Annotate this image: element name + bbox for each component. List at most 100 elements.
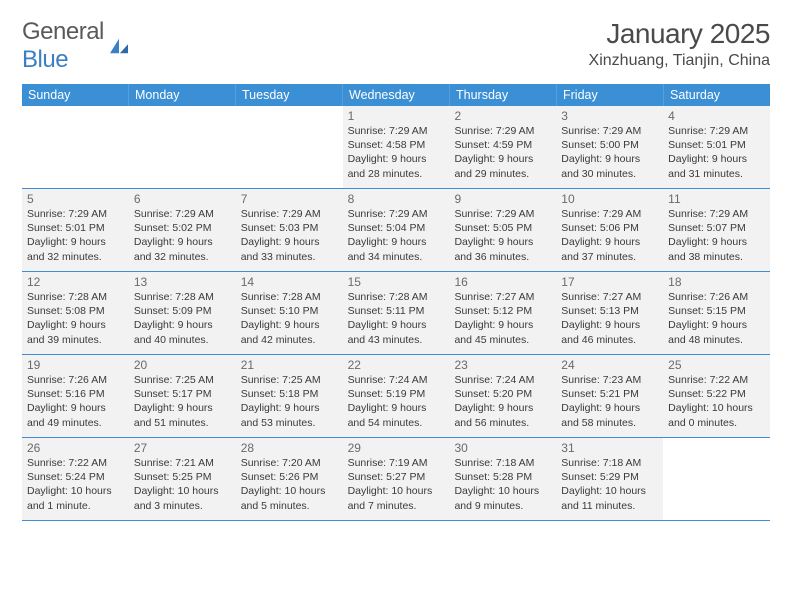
day-number: 31 (561, 441, 658, 455)
day-detail-line: Sunset: 5:13 PM (561, 304, 658, 318)
day-detail-line: Daylight: 9 hours (348, 152, 445, 166)
week-row: 19Sunrise: 7:26 AMSunset: 5:16 PMDayligh… (22, 355, 770, 438)
day-detail-line: Sunset: 5:09 PM (134, 304, 231, 318)
day-detail-line: Sunrise: 7:29 AM (668, 124, 765, 138)
day-number: 20 (134, 358, 231, 372)
day-detail-line: Sunrise: 7:26 AM (668, 290, 765, 304)
day-cell: 27Sunrise: 7:21 AMSunset: 5:25 PMDayligh… (129, 438, 236, 520)
weekday-friday: Friday (557, 84, 664, 106)
day-detail-line: and 38 minutes. (668, 250, 765, 264)
day-cell: 31Sunrise: 7:18 AMSunset: 5:29 PMDayligh… (556, 438, 663, 520)
day-detail-line: Daylight: 10 hours (348, 484, 445, 498)
day-detail-line: Sunset: 5:12 PM (454, 304, 551, 318)
day-detail-line: and 54 minutes. (348, 416, 445, 430)
day-cell: 10Sunrise: 7:29 AMSunset: 5:06 PMDayligh… (556, 189, 663, 271)
day-detail-line: and 53 minutes. (241, 416, 338, 430)
day-detail-line: Sunrise: 7:19 AM (348, 456, 445, 470)
day-detail-line: Sunrise: 7:24 AM (454, 373, 551, 387)
day-detail-line: Sunset: 5:01 PM (27, 221, 124, 235)
day-detail-line: Daylight: 9 hours (241, 401, 338, 415)
day-detail-line: Daylight: 9 hours (561, 152, 658, 166)
day-cell: 7Sunrise: 7:29 AMSunset: 5:03 PMDaylight… (236, 189, 343, 271)
day-number: 2 (454, 109, 551, 123)
logo-word1: General (22, 18, 104, 45)
day-cell: 28Sunrise: 7:20 AMSunset: 5:26 PMDayligh… (236, 438, 343, 520)
day-detail-line: Sunset: 4:58 PM (348, 138, 445, 152)
day-detail-line: Daylight: 9 hours (134, 318, 231, 332)
day-detail-line: Daylight: 10 hours (27, 484, 124, 498)
day-detail-line: Sunrise: 7:29 AM (134, 207, 231, 221)
day-number: 9 (454, 192, 551, 206)
day-number: 10 (561, 192, 658, 206)
day-cell: 3Sunrise: 7:29 AMSunset: 5:00 PMDaylight… (556, 106, 663, 188)
day-detail-line: Sunset: 5:24 PM (27, 470, 124, 484)
day-detail-line: Sunset: 5:06 PM (561, 221, 658, 235)
day-cell: 18Sunrise: 7:26 AMSunset: 5:15 PMDayligh… (663, 272, 770, 354)
week-row: 12Sunrise: 7:28 AMSunset: 5:08 PMDayligh… (22, 272, 770, 355)
day-cell (129, 106, 236, 188)
day-detail-line: Daylight: 9 hours (454, 401, 551, 415)
day-number: 29 (348, 441, 445, 455)
weekday-monday: Monday (129, 84, 236, 106)
logo-text: General Blue (22, 18, 104, 74)
day-detail-line: and 29 minutes. (454, 167, 551, 181)
day-number: 14 (241, 275, 338, 289)
day-cell: 8Sunrise: 7:29 AMSunset: 5:04 PMDaylight… (343, 189, 450, 271)
week-row: 26Sunrise: 7:22 AMSunset: 5:24 PMDayligh… (22, 438, 770, 521)
day-number: 18 (668, 275, 765, 289)
day-detail-line: Daylight: 10 hours (668, 401, 765, 415)
day-cell: 20Sunrise: 7:25 AMSunset: 5:17 PMDayligh… (129, 355, 236, 437)
day-cell: 1Sunrise: 7:29 AMSunset: 4:58 PMDaylight… (343, 106, 450, 188)
day-detail-line: Sunset: 5:08 PM (27, 304, 124, 318)
day-cell: 29Sunrise: 7:19 AMSunset: 5:27 PMDayligh… (343, 438, 450, 520)
day-cell: 16Sunrise: 7:27 AMSunset: 5:12 PMDayligh… (449, 272, 556, 354)
day-detail-line: and 58 minutes. (561, 416, 658, 430)
day-detail-line: Daylight: 9 hours (668, 152, 765, 166)
day-number: 13 (134, 275, 231, 289)
day-detail-line: Daylight: 9 hours (668, 235, 765, 249)
sail-icon (108, 37, 130, 55)
day-detail-line: and 9 minutes. (454, 499, 551, 513)
day-detail-line: Sunset: 5:17 PM (134, 387, 231, 401)
header: General Blue January 2025 Xinzhuang, Tia… (22, 18, 770, 74)
weekday-wednesday: Wednesday (343, 84, 450, 106)
day-number: 4 (668, 109, 765, 123)
day-detail-line: and 7 minutes. (348, 499, 445, 513)
day-detail-line: Daylight: 9 hours (348, 235, 445, 249)
day-detail-line: and 39 minutes. (27, 333, 124, 347)
day-detail-line: and 33 minutes. (241, 250, 338, 264)
day-cell: 25Sunrise: 7:22 AMSunset: 5:22 PMDayligh… (663, 355, 770, 437)
weekday-header-row: SundayMondayTuesdayWednesdayThursdayFrid… (22, 84, 770, 106)
day-number: 7 (241, 192, 338, 206)
day-detail-line: Sunset: 5:11 PM (348, 304, 445, 318)
day-number: 16 (454, 275, 551, 289)
day-detail-line: Sunrise: 7:21 AM (134, 456, 231, 470)
day-detail-line: and 5 minutes. (241, 499, 338, 513)
day-detail-line: Sunrise: 7:27 AM (561, 290, 658, 304)
day-detail-line: Sunrise: 7:22 AM (668, 373, 765, 387)
weekday-sunday: Sunday (22, 84, 129, 106)
day-detail-line: Daylight: 9 hours (27, 318, 124, 332)
calendar: SundayMondayTuesdayWednesdayThursdayFrid… (22, 84, 770, 521)
day-detail-line: and 30 minutes. (561, 167, 658, 181)
day-detail-line: and 0 minutes. (668, 416, 765, 430)
day-detail-line: Sunset: 5:28 PM (454, 470, 551, 484)
day-cell: 22Sunrise: 7:24 AMSunset: 5:19 PMDayligh… (343, 355, 450, 437)
day-number: 22 (348, 358, 445, 372)
day-detail-line: and 11 minutes. (561, 499, 658, 513)
day-detail-line: Sunset: 5:22 PM (668, 387, 765, 401)
day-detail-line: Daylight: 10 hours (134, 484, 231, 498)
day-detail-line: Sunset: 5:29 PM (561, 470, 658, 484)
day-detail-line: Sunrise: 7:23 AM (561, 373, 658, 387)
day-detail-line: and 3 minutes. (134, 499, 231, 513)
day-number: 30 (454, 441, 551, 455)
day-detail-line: Sunrise: 7:22 AM (27, 456, 124, 470)
logo: General Blue (22, 18, 130, 74)
day-cell: 6Sunrise: 7:29 AMSunset: 5:02 PMDaylight… (129, 189, 236, 271)
day-detail-line: and 46 minutes. (561, 333, 658, 347)
day-number: 8 (348, 192, 445, 206)
day-detail-line: Sunset: 5:26 PM (241, 470, 338, 484)
day-detail-line: Daylight: 9 hours (27, 401, 124, 415)
day-detail-line: Sunset: 5:00 PM (561, 138, 658, 152)
day-detail-line: and 56 minutes. (454, 416, 551, 430)
